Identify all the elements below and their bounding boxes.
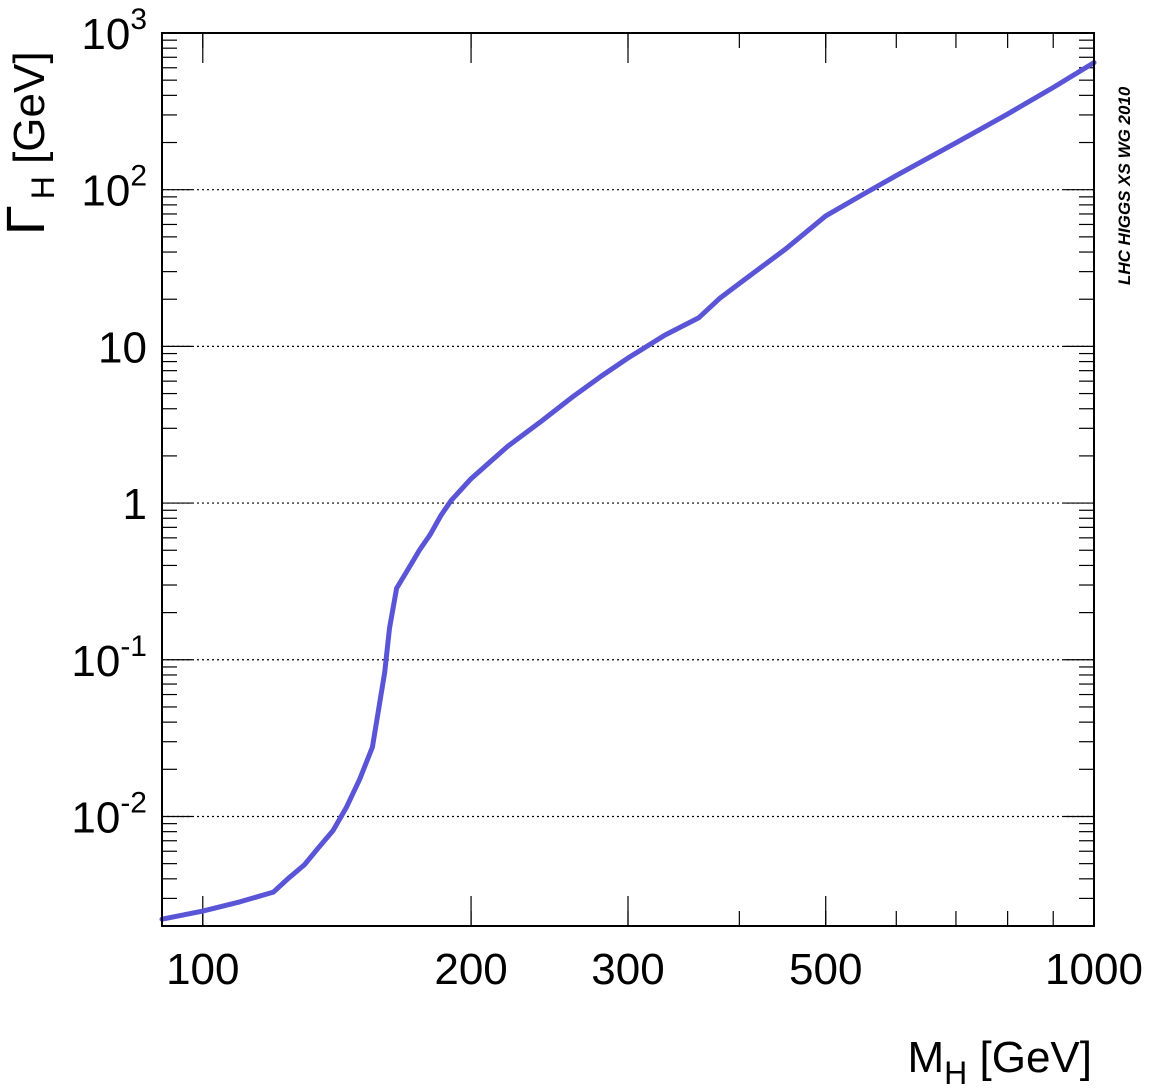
series-line xyxy=(159,60,1097,922)
minor-ticks xyxy=(161,33,1095,927)
y-tick-label: 1 xyxy=(123,480,147,529)
plot-frame xyxy=(161,32,1095,927)
y-grid xyxy=(162,189,1094,818)
x-tick-label: 500 xyxy=(789,945,862,994)
x-tick-label: 200 xyxy=(434,945,507,994)
y-tick-label: 10-2 xyxy=(71,786,147,842)
x-tick-labels: 100 200 300 500 1000 xyxy=(166,945,1143,994)
y-tick-label: 102 xyxy=(81,160,147,216)
x-tick-label: 300 xyxy=(591,945,664,994)
y-tick-labels: 10-2 10-1 1 10 102 103 xyxy=(71,3,147,842)
watermark-label: LHC HIGGS XS WG 2010 xyxy=(1115,86,1134,285)
y-tick-label: 103 xyxy=(81,3,147,59)
y-tick-label: 10-1 xyxy=(71,630,147,686)
major-ticks xyxy=(162,32,1095,926)
x-tick-label: 100 xyxy=(166,945,239,994)
y-tick-label: 10 xyxy=(98,323,147,372)
x-axis-label: MH [GeV] xyxy=(908,1033,1092,1091)
y-axis-label: ΓH [GeV] xyxy=(0,51,61,235)
x-tick-label: 1000 xyxy=(1045,945,1143,994)
